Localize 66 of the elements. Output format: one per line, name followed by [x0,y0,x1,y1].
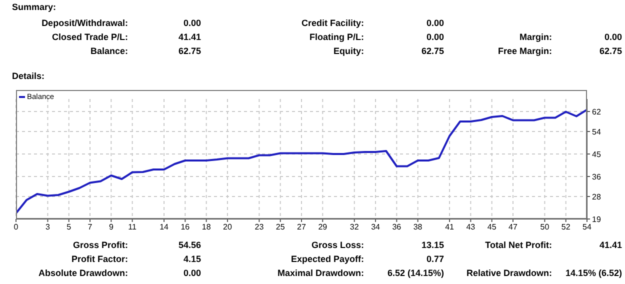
text: 6.52 (14.15%) [387,268,444,278]
text: 0.00 [426,18,444,28]
text: Credit Facility: [301,18,364,28]
x-tick-label: 41 [445,222,455,232]
text: Maximal Drawdown: [277,268,364,278]
x-tick-label: 20 [223,222,232,232]
text: 0.00 [183,18,201,28]
x-tick-label: 9 [108,222,114,232]
text: 62.75 [178,46,201,56]
text: Absolute Drawdown: [38,268,128,278]
text: Floating P/L: [310,32,364,42]
text: Total Net Profit: [485,240,552,250]
x-tick-label: 29 [318,222,328,232]
text: Expected Payoff: [290,254,364,264]
x-tick-label: 27 [297,222,306,232]
x-tick-label: 18 [202,222,212,232]
y-tick-label: 36 [592,172,602,182]
text: 41.41 [599,240,622,250]
x-tick-label: 32 [350,222,360,232]
y-tick-label: 54 [592,127,602,136]
y-tick-label: 19 [592,214,602,224]
x-tick-label: 38 [413,222,423,232]
x-tick-label: 45 [487,222,497,232]
x-tick-label: 34 [371,222,381,232]
x-tick-label: 52 [561,222,571,232]
x-tick-label: 36 [392,222,402,232]
text: Profit Factor: [71,254,128,264]
y-tick-label: 45 [592,150,602,159]
text: 54.56 [178,240,201,250]
y-tick-label: 28 [592,192,602,202]
text: Gross Profit: [72,240,128,250]
x-tick-label: 14 [160,222,170,232]
x-tick-label: 50 [540,222,550,232]
x-tick-label: 54 [582,222,592,232]
x-tick-label: 7 [88,222,93,232]
x-tick-label: 3 [45,222,50,232]
chart-title: Summary: [12,2,56,12]
chart-subtitle: Details: [12,71,45,81]
x-tick-label: 11 [128,222,138,232]
text: Free Margin: [498,46,552,56]
x-tick-label: 43 [466,222,476,232]
text: Gross Loss: [311,240,364,250]
text: 13.15 [421,240,444,250]
text: 62.75 [599,46,622,56]
x-tick-label: 25 [276,222,286,232]
text: 41.41 [178,32,201,42]
text: 0.00 [604,32,622,42]
y-tick-label: 62 [592,107,602,116]
text: Deposit/Withdrawal: [42,18,128,28]
x-tick-label: 16 [180,222,190,232]
text: 62.75 [421,46,444,56]
x-tick-label: 47 [508,222,518,232]
text: Relative Drawdown: [466,268,552,278]
text: Closed Trade P/L: [52,32,128,42]
text: Equity: [334,46,364,56]
x-tick-label: 5 [66,222,72,232]
text: 14.15% (6.52) [565,268,622,278]
text: 4.15 [183,254,201,264]
text: Balance: [90,46,128,56]
text: 0.77 [426,254,444,264]
x-tick-label: 0 [14,222,19,232]
text: 0.00 [183,268,201,278]
x-tick-label: 23 [254,222,264,232]
text: Margin: [520,32,552,42]
text: 0.00 [426,32,444,42]
line-series [16,108,587,214]
